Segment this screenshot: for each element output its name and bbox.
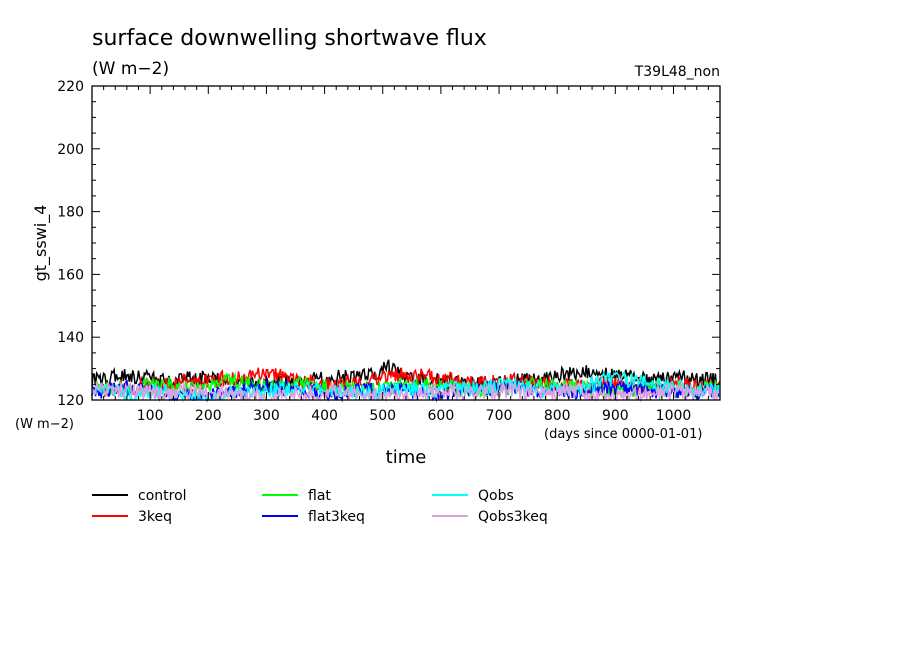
x-tick-label: 500 [369,408,396,424]
x-tick-label: 100 [137,408,164,424]
y-tick-label: 200 [57,142,84,158]
chart-title: surface downwelling shortwave flux [92,26,487,51]
y-tick-label: 140 [57,330,84,346]
x-tick-label: 400 [311,408,338,424]
legend-label-Qobs3keq: Qobs3keq [478,509,548,525]
legend-label-3keq: 3keq [138,509,172,525]
x-tick-label: 1000 [656,408,692,424]
series-line-3keq [91,367,721,397]
x-tick-label: 200 [195,408,222,424]
x-tick-labels: 100 200 300 400 500 600 700 800 900 1000 [137,408,692,424]
axis-ticks [92,85,720,401]
x-axis-units: (days since 0000-01-01) [544,427,702,442]
legend-label-Qobs: Qobs [478,488,514,504]
x-tick-label: 300 [253,408,280,424]
run-label: T39L48_non [634,64,720,80]
plot-frame [91,85,721,401]
legend-label-flat: flat [308,488,331,504]
legend-label-flat3keq: flat3keq [308,509,365,525]
y-tick-labels: 120 140 160 180 200 220 [57,79,84,409]
chart-units: (W m−2) [92,59,169,79]
x-tick-label: 800 [544,408,571,424]
x-tick-label: 600 [428,408,455,424]
y-axis-label: gt_sswi_4 [31,205,51,282]
y-tick-label: 220 [57,79,84,95]
y-tick-label: 160 [57,267,84,283]
legend: control 3keq flat flat3keq Qobs Qobs3keq [92,488,548,525]
legend-label-control: control [138,488,187,504]
x-tick-label: 900 [602,408,629,424]
x-axis-label: time [386,447,427,468]
plot-lines [91,359,721,403]
y-tick-label: 180 [57,205,84,221]
y-tick-label: 120 [57,393,84,409]
x-tick-label: 700 [486,408,513,424]
y-axis-units: (W m−2) [15,417,74,432]
